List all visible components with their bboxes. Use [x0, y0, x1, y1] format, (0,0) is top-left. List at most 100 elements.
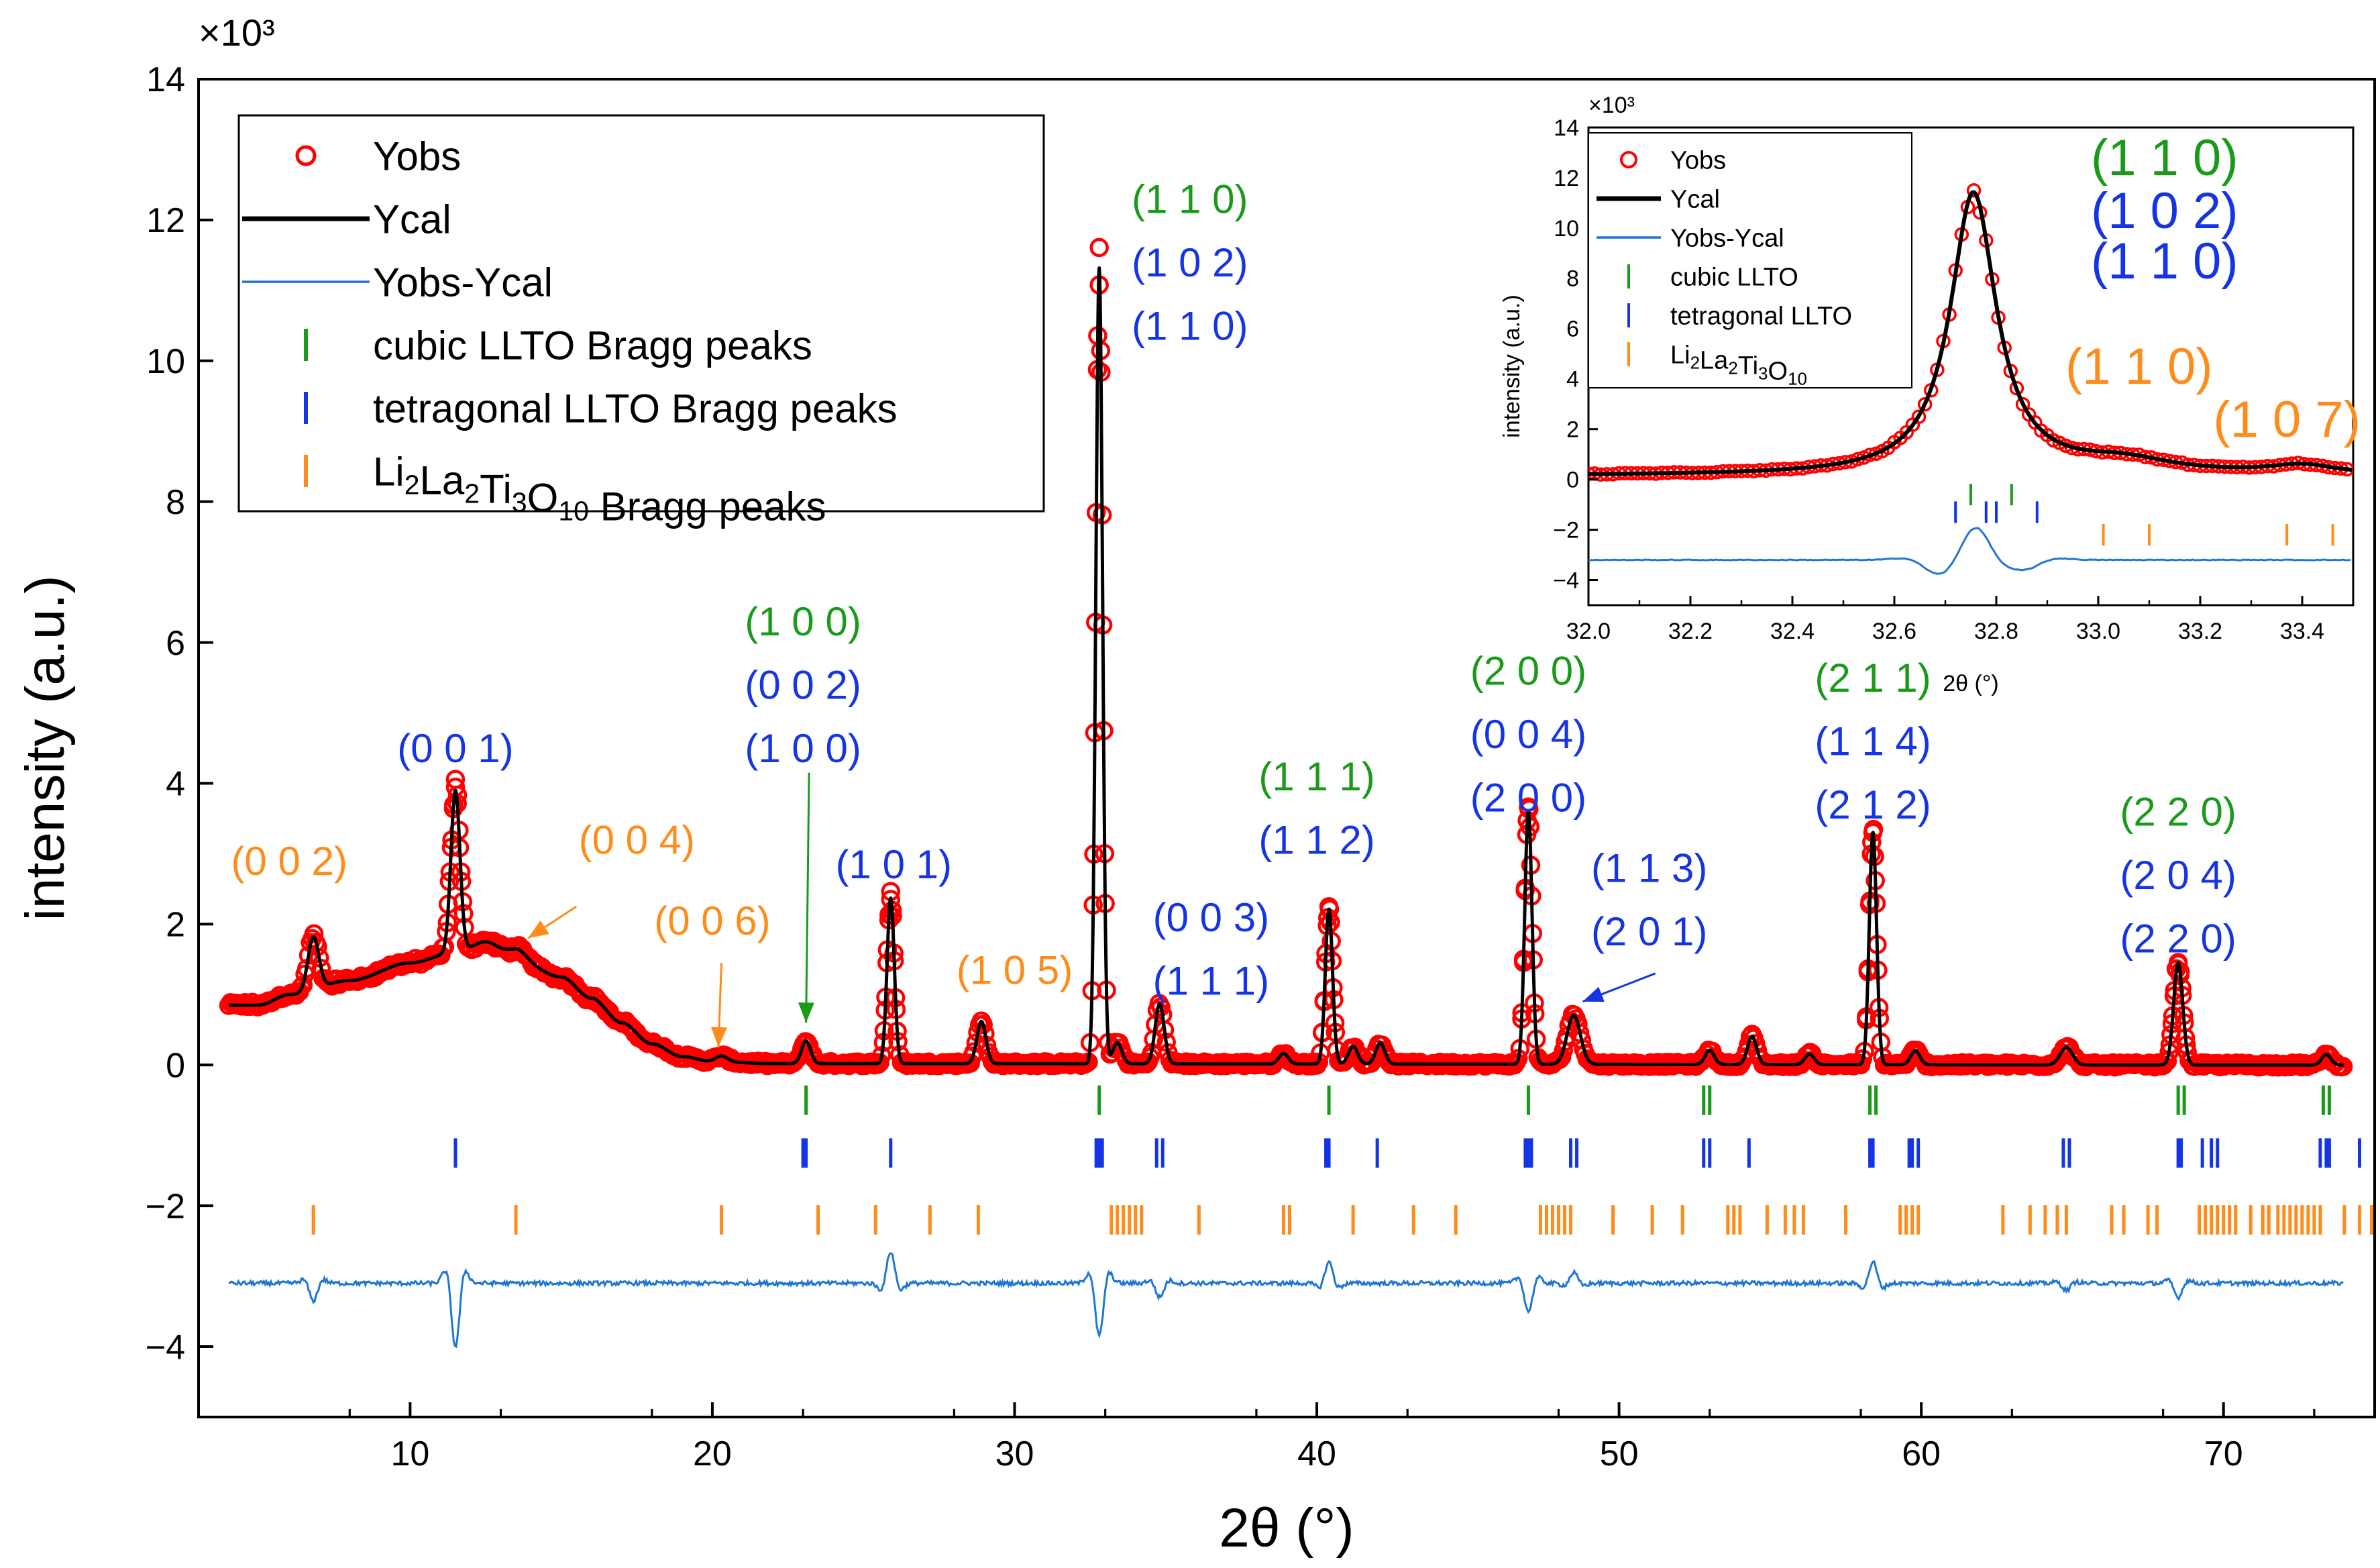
yobs-point	[2015, 397, 2031, 412]
miller-index-label: (1 0 0)	[745, 599, 861, 644]
yobs-ycal-line	[1588, 527, 2351, 575]
x-tick-label: 32.6	[1872, 619, 1916, 644]
legend: Yobs Ycal Yobs-Ycal cubic LLTO Bragg peaks t…	[237, 114, 1045, 529]
miller-index-label: (0 0 6)	[654, 898, 770, 943]
miller-index-label: (1 1 0)	[1132, 303, 1248, 348]
peak-annotations: (1 1 0)(1 0 2)(1 1 0)(1 1 0)(1 0 7)	[2065, 129, 2361, 448]
plot-area	[1588, 183, 2353, 575]
ycal-line	[1588, 190, 2353, 476]
miller-index-label: (2 0 4)	[2120, 853, 2236, 898]
legend-label: tetragonal LLTO Bragg peaks	[373, 386, 898, 431]
legend-label: Yobs-Ycal	[373, 260, 553, 305]
y-tick-label: 0	[1566, 468, 1579, 493]
y-tick-label: 10	[146, 342, 185, 381]
yobs-point	[1917, 397, 1933, 412]
axis-ticks: 32.0 32.2 32.4 32.6 32.8 33.0 33.2 33.4 −4 −2 0 2 4 6…	[1553, 115, 2355, 644]
miller-index-label: (0 0 4)	[1470, 712, 1586, 757]
bragg-tetragonal-ticks	[453, 1138, 2361, 1168]
bragg-cubic-ticks	[1969, 484, 2013, 506]
arrow-head	[711, 1027, 728, 1048]
miller-index-label: (1 1 0)	[1132, 176, 1248, 221]
y-tick-label: 6	[1566, 317, 1579, 342]
x-tick-label: 40	[1297, 1434, 1336, 1473]
miller-index-label: (1 0 2)	[1132, 240, 1248, 285]
miller-index-label: (0 0 3)	[1153, 895, 1269, 940]
plot-area	[219, 238, 2373, 1349]
miller-index-label: (1 1 0)	[2091, 129, 2238, 187]
x-tick-label: 32.4	[1770, 619, 1815, 644]
miller-index-label: (1 1 0)	[2065, 338, 2213, 395]
bragg-cubic-ticks	[804, 1085, 2331, 1115]
y-tick-label: 6	[166, 624, 185, 663]
x-tick-label: 60	[1902, 1434, 1941, 1473]
y-tick-label: 4	[1566, 367, 1579, 393]
yobs-ycal-line	[228, 1252, 2344, 1349]
miller-index-label: (0 0 2)	[231, 839, 347, 884]
x-tick-label: 32.8	[1974, 619, 2018, 644]
miller-index-label: (2 0 1)	[1591, 909, 1707, 954]
legend-symbol-circle	[295, 145, 317, 166]
y-tick-label: −4	[146, 1328, 185, 1367]
miller-index-label: (1 1 2)	[1258, 817, 1374, 862]
bragg-tetragonal-ticks	[1954, 501, 2039, 523]
yobs-point	[1966, 183, 1982, 198]
legend-label: tetragonal LLTO	[1670, 303, 1852, 331]
ycal-line	[227, 266, 2346, 1067]
x-tick-label: 33.0	[2076, 619, 2120, 644]
miller-index-label: (1 1 4)	[1815, 719, 1931, 764]
yobs-point	[2333, 1057, 2353, 1076]
axis-multiplier: ×10³	[1588, 93, 1635, 118]
legend-label: cubic LLTO Bragg peaks	[373, 323, 812, 368]
miller-index-label: (1 0 2)	[2091, 182, 2238, 240]
arrow-head	[798, 1002, 814, 1023]
y-tick-label: 2	[1566, 417, 1579, 443]
miller-index-label: (1 1 1)	[1258, 754, 1374, 799]
legend-label: Li2La2Ti3O10	[1670, 342, 1807, 389]
yobs-point	[1911, 409, 1927, 424]
miller-index-label: (0 0 2)	[745, 663, 861, 708]
x-tick-label: 30	[995, 1434, 1034, 1473]
legend-label: Li2La2Ti3O10 Bragg peaks	[373, 450, 826, 529]
x-tick-label: 10	[390, 1434, 429, 1473]
legend-label: Yobs	[373, 134, 461, 179]
y-tick-label: 12	[1554, 166, 1579, 191]
legend-label: Yobs-Ycal	[1670, 225, 1784, 253]
axis-multiplier: ×10³	[199, 11, 275, 54]
x-tick-label: 32.2	[1668, 619, 1713, 644]
y-tick-label: −2	[1553, 517, 1579, 543]
annotation-arrows	[527, 772, 1656, 1048]
y-axis-label: intensity (a.u.)	[1499, 295, 1525, 438]
legend-label: Yobs	[1670, 147, 1726, 175]
miller-index-label: (1 1 3)	[1591, 845, 1707, 890]
miller-index-label: (2 1 1)	[1815, 656, 1931, 700]
miller-index-label: (0 0 4)	[579, 817, 695, 862]
arrow-head	[1582, 986, 1605, 1002]
x-axis-label: 2θ (°)	[1943, 671, 1999, 696]
miller-index-label: (1 0 7)	[2213, 391, 2361, 448]
yobs-point	[1309, 1052, 1329, 1072]
legend-symbol-circle	[1620, 151, 1637, 168]
miller-index-label: (2 2 0)	[2120, 789, 2236, 834]
y-tick-label: 2	[166, 906, 185, 945]
inset-plot: 32.0 32.2 32.4 32.6 32.8 33.0 33.2 33.4 −4 −2 0 2 4 6…	[1499, 93, 2361, 696]
x-tick-label: 32.0	[1566, 619, 1611, 644]
bragg-li2la2-ticks	[311, 1205, 2373, 1235]
yobs-point	[304, 924, 324, 943]
y-tick-label: 10	[1554, 216, 1579, 242]
x-tick-label: 33.2	[2178, 619, 2222, 644]
miller-index-label: (1 0 0)	[745, 726, 861, 771]
y-tick-label: 12	[146, 201, 185, 240]
miller-index-label: (1 1 0)	[2091, 233, 2238, 290]
yobs-point	[1151, 997, 1171, 1017]
x-tick-label: 50	[1600, 1434, 1639, 1473]
y-tick-label: 4	[166, 765, 185, 804]
y-tick-label: 14	[146, 60, 185, 99]
legend: Yobs Ycal Yobs-Ycal cubic LLTO tetragonal LL…	[1588, 132, 1912, 389]
miller-index-label: (2 0 0)	[1470, 775, 1586, 820]
legend-label: Ycal	[373, 197, 451, 242]
y-tick-label: 8	[1566, 266, 1579, 292]
yobs-point	[973, 1014, 993, 1035]
y-tick-label: 0	[166, 1046, 185, 1085]
x-tick-label: 70	[2204, 1434, 2243, 1473]
